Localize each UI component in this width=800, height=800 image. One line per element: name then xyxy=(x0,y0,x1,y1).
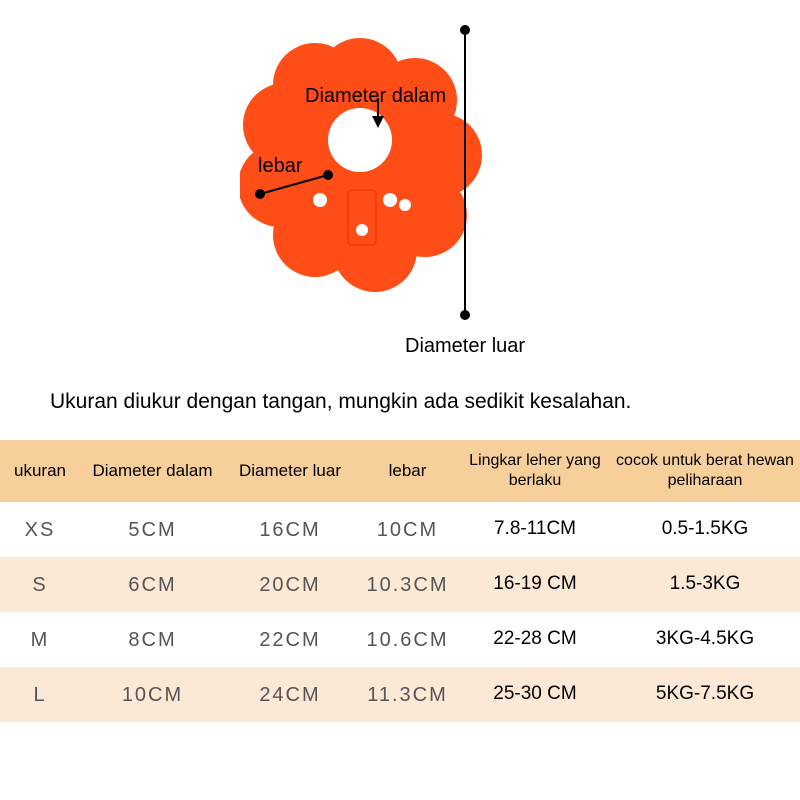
cell-neck: 16-19 CM xyxy=(460,573,610,596)
outer-diameter-label: Diameter luar xyxy=(405,335,525,358)
cell-size: M xyxy=(0,628,80,652)
cell-neck: 22-28 CM xyxy=(460,628,610,651)
cell-weight: 5KG-7.5KG xyxy=(610,683,800,706)
cell-outer: 22CM xyxy=(225,628,355,652)
size-table: ukuran Diameter dalam Diameter luar leba… xyxy=(0,440,800,722)
measurement-note: Ukuran diukur dengan tangan, mungkin ada… xyxy=(50,390,631,414)
cell-outer: 20CM xyxy=(225,573,355,597)
width-label: lebar xyxy=(258,155,302,178)
cell-width: 11.3CM xyxy=(355,683,460,707)
inner-diameter-label: Diameter dalam xyxy=(305,85,446,108)
table-row: XS 5CM 16CM 10CM 7.8-11CM 0.5-1.5KG xyxy=(0,502,800,557)
cell-inner: 5CM xyxy=(80,518,225,542)
col-inner: Diameter dalam xyxy=(80,461,225,481)
diagram-area: Diameter dalam lebar Diameter luar xyxy=(0,0,800,370)
cell-width: 10.3CM xyxy=(355,573,460,597)
cell-width: 10CM xyxy=(355,518,460,542)
col-weight: cocok untuk berat hewan peliharaan xyxy=(610,451,800,491)
cell-neck: 7.8-11CM xyxy=(460,518,610,541)
table-row: S 6CM 20CM 10.3CM 16-19 CM 1.5-3KG xyxy=(0,557,800,612)
cell-weight: 1.5-3KG xyxy=(610,573,800,596)
col-outer: Diameter luar xyxy=(225,461,355,481)
cell-size: S xyxy=(0,573,80,597)
cell-size: L xyxy=(0,683,80,707)
col-width: lebar xyxy=(355,461,460,481)
cell-size: XS xyxy=(0,518,80,542)
cell-inner: 8CM xyxy=(80,628,225,652)
cell-weight: 0.5-1.5KG xyxy=(610,518,800,541)
table-row: L 10CM 24CM 11.3CM 25-30 CM 5KG-7.5KG xyxy=(0,667,800,722)
table-header: ukuran Diameter dalam Diameter luar leba… xyxy=(0,440,800,502)
col-size: ukuran xyxy=(0,461,80,481)
cell-inner: 10CM xyxy=(80,683,225,707)
cell-neck: 25-30 CM xyxy=(460,683,610,706)
cell-outer: 16CM xyxy=(225,518,355,542)
cell-weight: 3KG-4.5KG xyxy=(610,628,800,651)
cell-inner: 6CM xyxy=(80,573,225,597)
col-neck: Lingkar leher yang berlaku xyxy=(460,451,610,491)
cell-width: 10.6CM xyxy=(355,628,460,652)
cell-outer: 24CM xyxy=(225,683,355,707)
table-row: M 8CM 22CM 10.6CM 22-28 CM 3KG-4.5KG xyxy=(0,612,800,667)
